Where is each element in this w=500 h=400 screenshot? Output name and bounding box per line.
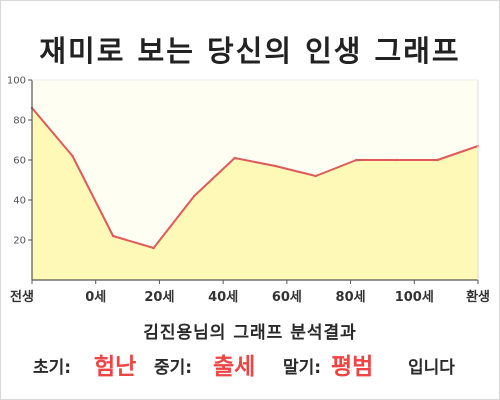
- chart-title: 재미로 보는 당신의 인생 그래프: [39, 34, 461, 68]
- life-point: [395, 158, 399, 162]
- life-point: [152, 246, 155, 250]
- x-tick-label: 100세: [395, 290, 434, 305]
- x-tick-label: 0세: [85, 290, 106, 305]
- x-tick-label: 전생: [10, 289, 34, 305]
- life-area-fill: [32, 108, 478, 280]
- life-point: [233, 156, 236, 160]
- ending-text: 입니다: [408, 358, 455, 378]
- x-tick-label: 20세: [144, 290, 174, 305]
- life-point: [193, 194, 196, 198]
- early-value: 험난: [94, 354, 137, 380]
- x-tick-label: 환생: [466, 289, 490, 305]
- x-tick-label: 40세: [208, 290, 238, 305]
- life-point: [111, 234, 115, 238]
- life-point: [71, 154, 74, 158]
- early-label: 초기:: [33, 358, 72, 378]
- y-tick-label: 20: [13, 236, 26, 247]
- life-line-segment: [436, 145, 479, 161]
- life-line-segment: [71, 155, 115, 237]
- life-line-segment: [112, 235, 155, 249]
- life-line-segment: [314, 159, 358, 177]
- y-tick-label: 40: [13, 196, 26, 207]
- x-tick-label: 60세: [272, 290, 302, 305]
- y-tick-label: 80: [13, 116, 26, 127]
- result-summary: 초기: 험난 중기: 출세 말기: 평범 입니다: [0, 343, 500, 383]
- late-label: 말기:: [283, 358, 322, 378]
- life-line-segment: [274, 165, 317, 177]
- life-point: [274, 164, 277, 168]
- y-tick-label: 60: [13, 156, 26, 167]
- life-line-segment: [233, 157, 277, 167]
- life-line-segment: [193, 157, 236, 197]
- life-point: [436, 158, 439, 162]
- middle-value: 출세: [213, 354, 256, 380]
- late-value: 평범: [331, 354, 374, 380]
- life-line-segment: [31, 107, 74, 157]
- x-tick-label: 80세: [336, 290, 366, 305]
- middle-label: 중기:: [154, 358, 193, 378]
- life-point: [355, 158, 358, 162]
- life-line-segment: [152, 195, 196, 249]
- y-tick-label: 100: [7, 76, 26, 87]
- analysis-subtitle: 김진용님의 그래프 분석결과: [143, 323, 357, 343]
- life-point: [314, 174, 317, 178]
